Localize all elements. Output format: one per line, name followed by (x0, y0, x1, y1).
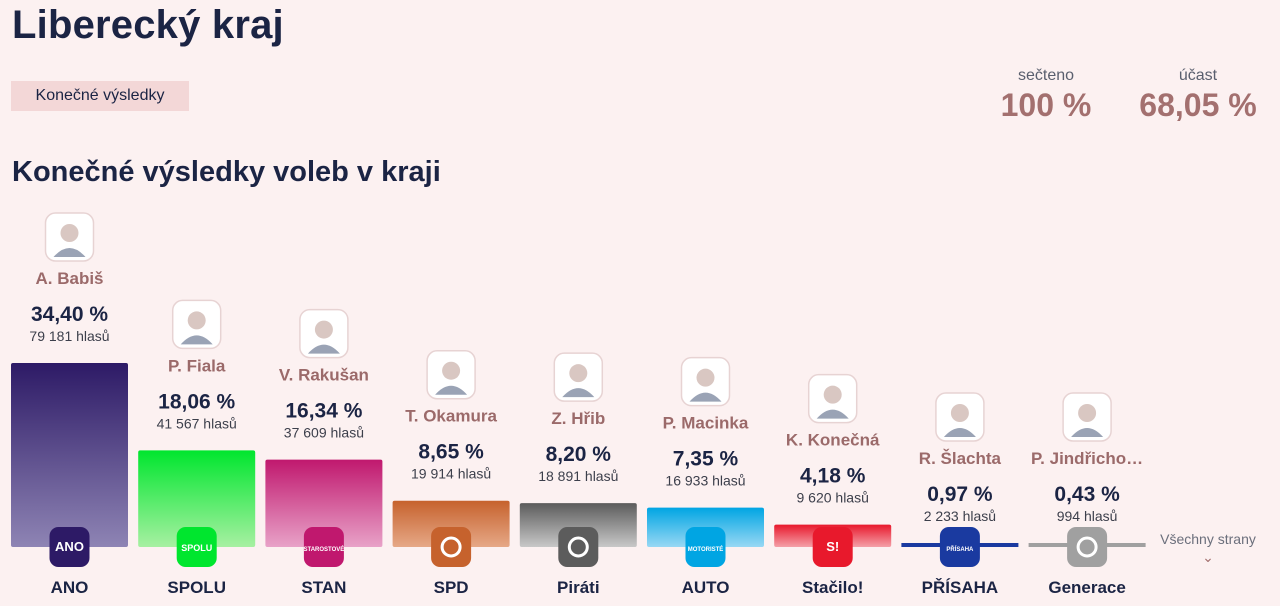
party-name: PŘÍSAHA (922, 578, 999, 597)
bar (519, 503, 637, 547)
avatar-head (1078, 404, 1097, 422)
party-logo-icon (49, 527, 90, 567)
leader-name: A. Babiš (35, 269, 103, 288)
avatar-body (435, 385, 468, 395)
all-parties-link[interactable]: Všechny strany ⌄ (1149, 531, 1267, 566)
avatar-body (180, 335, 213, 345)
party-name: STAN (301, 578, 346, 597)
status-badge: Konečné výsledky (11, 81, 189, 111)
turnout-stat: účast 68,05 % (1128, 67, 1268, 124)
percent-label: 0,43 % (1054, 483, 1120, 506)
leader-name: R. Šlachta (919, 449, 1002, 468)
party-logo-text: SPOLU (181, 543, 212, 553)
percent-label: 8,20 % (546, 443, 612, 466)
party-logo-icon (431, 527, 472, 567)
party-name: SPOLU (167, 578, 226, 597)
leader-name: P. Jindřicho… (1031, 449, 1143, 468)
percent-label: 18,06 % (158, 390, 235, 413)
percent-label: 0,97 % (927, 483, 993, 506)
avatar-body (1071, 428, 1104, 437)
party-name: Piráti (557, 578, 600, 597)
votes-label: 994 hlasů (1057, 508, 1118, 524)
party-name: ANO (51, 578, 89, 597)
avatar-body (562, 388, 595, 398)
leader-name: Z. Hřib (551, 409, 605, 428)
party-logo-icon (685, 527, 726, 567)
chevron-down-icon: ⌄ (1202, 549, 1214, 565)
votes-label: 16 933 hlasů (665, 473, 745, 489)
avatar-body (307, 344, 340, 354)
party-logo-icon (558, 527, 599, 567)
counted-stat: sečteno 100 % (990, 67, 1102, 124)
bar (265, 459, 383, 547)
bar (392, 500, 510, 547)
party-name: SPD (434, 578, 469, 597)
votes-label: 18 891 hlasů (538, 468, 618, 484)
avatar-head (187, 311, 206, 330)
party-logo-text: STAROSTOVÉ (304, 545, 345, 553)
party-logo-icon (176, 527, 217, 567)
percent-label: 34,40 % (31, 303, 108, 326)
party-name: Generace (1048, 578, 1126, 597)
party-logo-text: PŘÍSAHA (946, 545, 974, 553)
votes-label: 41 567 hlasů (157, 415, 237, 431)
party-logo-icon (303, 527, 344, 567)
avatar-head (696, 368, 715, 387)
avatar-body (816, 409, 849, 419)
turnout-label: účast (1178, 67, 1218, 84)
party-logo-text: MOTORISTÉ (688, 545, 724, 553)
leader-name: P. Fiala (168, 356, 226, 375)
avatar-head (314, 320, 333, 339)
percent-label: 8,65 % (418, 441, 484, 464)
votes-label: 37 609 hlasů (284, 425, 364, 441)
avatar-body (689, 392, 722, 402)
avatar-head (442, 361, 461, 380)
votes-label: 79 181 hlasů (29, 328, 109, 344)
party-logo-mark (567, 536, 589, 558)
percent-label: 4,18 % (800, 465, 866, 488)
party-logo-mark (1076, 536, 1098, 558)
turnout-value: 68,05 % (1139, 87, 1257, 123)
counted-label: sečteno (1017, 67, 1075, 84)
party-logo-icon (1067, 527, 1108, 567)
party-logo-text: S! (826, 539, 839, 554)
avatar-body (53, 248, 86, 257)
leader-name: K. Konečná (786, 431, 880, 450)
party-logo-mark (440, 536, 462, 558)
avatar-body (943, 428, 976, 437)
avatar-head (569, 364, 588, 383)
party-logo-text: ANO (55, 539, 84, 554)
avatar-head (60, 224, 79, 242)
bar (138, 450, 256, 547)
votes-label: 9 620 hlasů (796, 490, 868, 506)
leader-name: T. Okamura (405, 407, 497, 426)
party-logo-icon (812, 527, 853, 567)
counted-value: 100 % (1000, 87, 1092, 123)
party-name: AUTO (682, 578, 730, 597)
leader-name: V. Rakušan (279, 366, 369, 385)
votes-label: 19 914 hlasů (411, 466, 491, 482)
leader-name: P. Macinka (663, 414, 749, 433)
bar (11, 363, 128, 547)
percent-label: 7,35 % (673, 448, 739, 471)
votes-label: 2 233 hlasů (924, 508, 996, 524)
all-parties-label: Všechny strany (1160, 531, 1256, 547)
section-title: Konečné výsledky voleb v kraji (12, 156, 441, 188)
percent-label: 16,34 % (285, 400, 362, 423)
avatar-head (823, 385, 842, 404)
avatar-head (950, 404, 969, 422)
region-title: Liberecký kraj (12, 3, 284, 47)
party-logo-icon (939, 527, 980, 567)
party-name: Stačilo! (802, 578, 863, 597)
